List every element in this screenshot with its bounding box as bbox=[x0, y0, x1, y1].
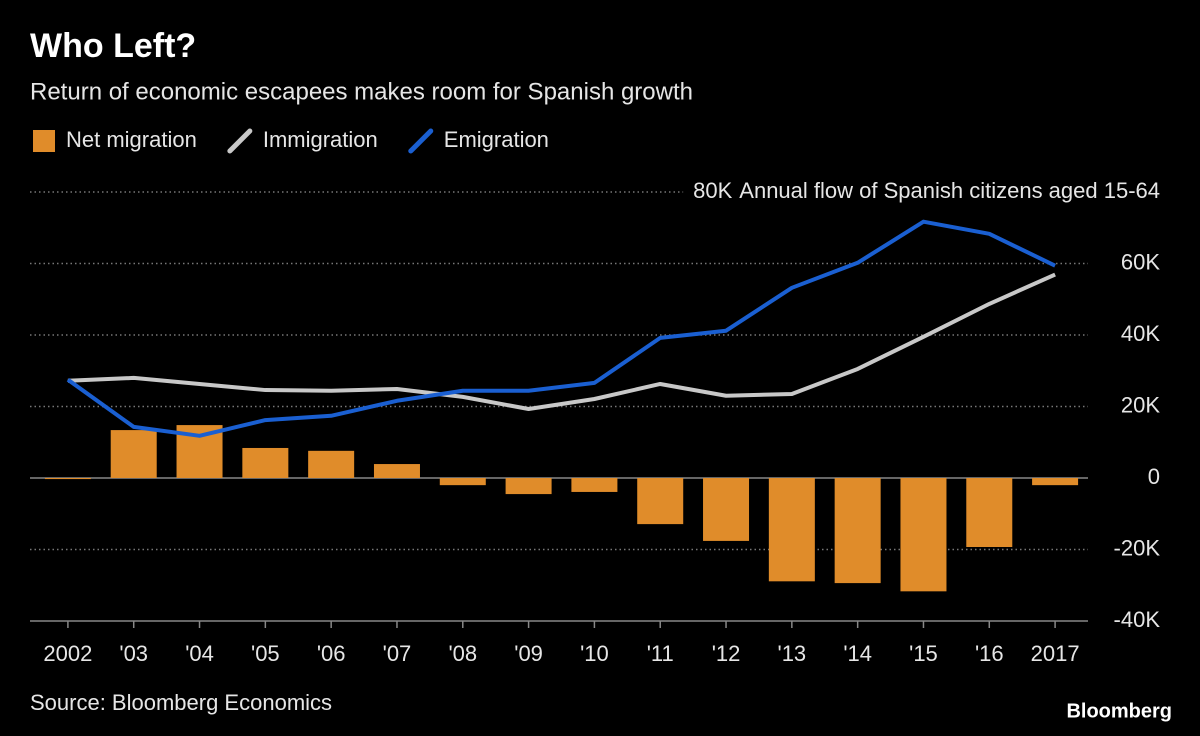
chart-title: Who Left? bbox=[30, 27, 196, 65]
chart-subtitle: Return of economic escapees makes room f… bbox=[30, 78, 693, 105]
x-tick-label: 2017 bbox=[1031, 641, 1080, 666]
bar bbox=[505, 478, 552, 495]
legend-swatch bbox=[227, 128, 253, 154]
bar bbox=[373, 464, 420, 478]
bar bbox=[242, 447, 289, 478]
bar bbox=[966, 478, 1013, 547]
x-tick-label: '08 bbox=[448, 641, 477, 666]
x-tick-label: '16 bbox=[975, 641, 1004, 666]
line bbox=[66, 219, 1056, 438]
bar bbox=[44, 478, 91, 480]
y-tick-label: 40K bbox=[1121, 321, 1160, 346]
x-tick-label: '05 bbox=[251, 641, 280, 666]
x-tick-label: '15 bbox=[909, 641, 938, 666]
bar bbox=[571, 478, 618, 492]
source: Source: Bloomberg Economics bbox=[30, 690, 332, 715]
bar bbox=[900, 478, 947, 592]
x-tick-label: '07 bbox=[383, 641, 412, 666]
y-tick-label: 80K bbox=[693, 178, 732, 203]
bar bbox=[637, 478, 684, 525]
x-tick-label: '12 bbox=[712, 641, 741, 666]
y-tick-label: 0 bbox=[1148, 464, 1160, 489]
x-tick-label: '04 bbox=[185, 641, 214, 666]
legend-label: Net migration bbox=[66, 127, 197, 152]
x-tick-label: '14 bbox=[843, 641, 872, 666]
legend-swatch bbox=[408, 128, 434, 154]
y-axis-title: Annual flow of Spanish citizens aged 15-… bbox=[739, 178, 1160, 203]
bar bbox=[110, 430, 157, 478]
x-tick-label: '06 bbox=[317, 641, 346, 666]
bar bbox=[1032, 478, 1079, 486]
bar bbox=[439, 478, 486, 486]
bar bbox=[768, 478, 815, 582]
x-tick-label: '03 bbox=[119, 641, 148, 666]
legend-label: Immigration bbox=[263, 127, 378, 152]
bar bbox=[308, 450, 355, 478]
brand: Bloomberg bbox=[1066, 700, 1172, 722]
y-tick-label: 20K bbox=[1121, 392, 1160, 417]
x-tick-label: '10 bbox=[580, 641, 609, 666]
y-tick-label: -40K bbox=[1114, 607, 1161, 632]
bar bbox=[834, 478, 881, 584]
bar bbox=[703, 478, 750, 541]
line bbox=[67, 272, 1056, 412]
y-tick-label: 60K bbox=[1121, 249, 1160, 274]
y-tick-label: -20K bbox=[1114, 535, 1161, 560]
x-tick-label: '09 bbox=[514, 641, 543, 666]
x-tick-label: '11 bbox=[647, 641, 674, 666]
x-tick-label: 2002 bbox=[43, 641, 92, 666]
legend-label: Emigration bbox=[444, 127, 549, 152]
legend-swatch bbox=[33, 130, 55, 152]
x-tick-label: '13 bbox=[778, 641, 807, 666]
